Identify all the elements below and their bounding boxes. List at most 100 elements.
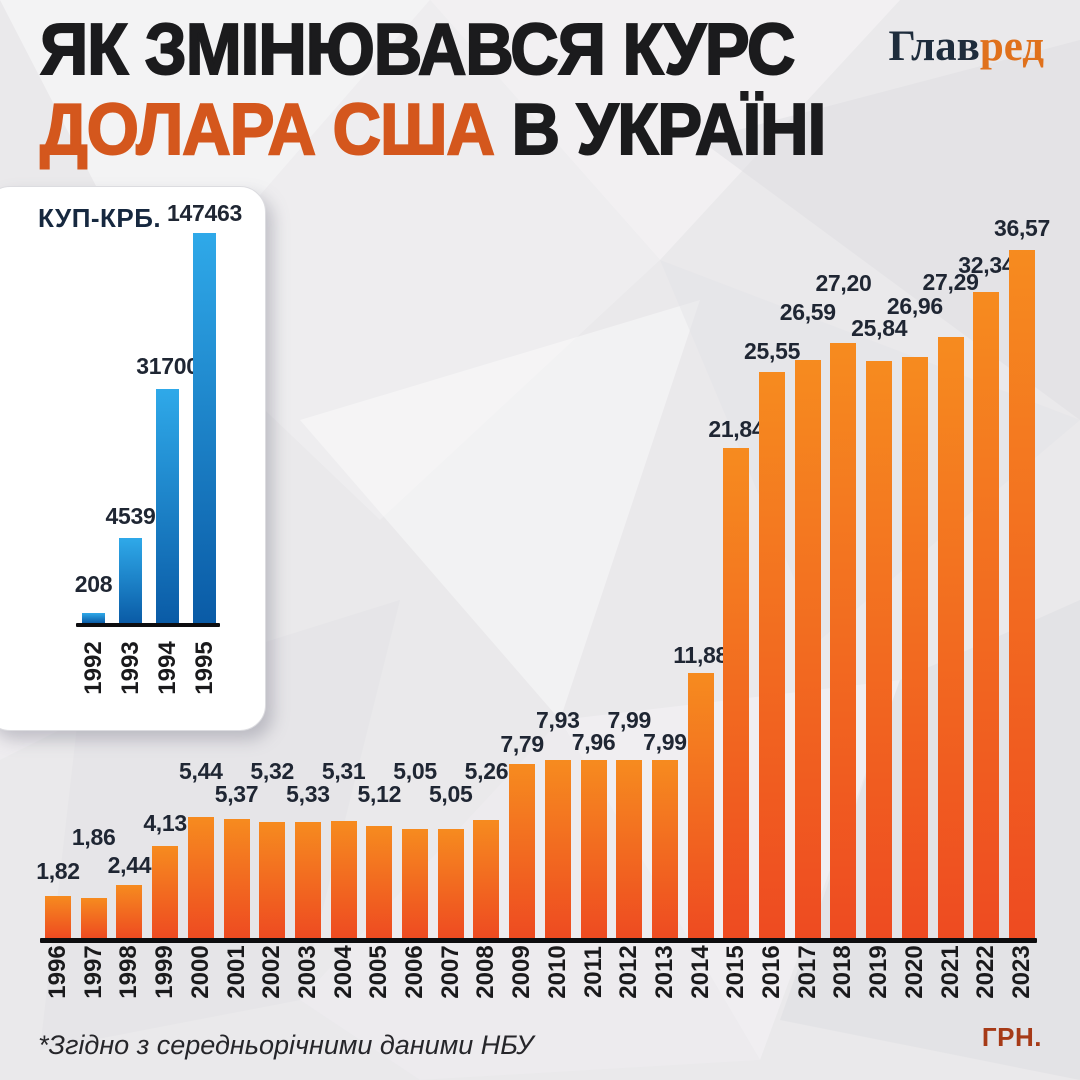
main-x-axis bbox=[40, 938, 1037, 943]
title-line2-rest: В УКРАЇНІ bbox=[493, 89, 827, 171]
main-value-label: 32,34 bbox=[958, 252, 1015, 278]
main-x-tick-label: 2009 bbox=[508, 945, 536, 999]
main-value-label: 5,32 bbox=[250, 758, 295, 784]
main-x-tick-label: 2012 bbox=[615, 945, 643, 999]
main-bar-2011 bbox=[580, 760, 607, 938]
main-value-label: 2,44 bbox=[107, 852, 152, 878]
main-bar-2018 bbox=[830, 343, 857, 938]
main-x-tick-label: 2019 bbox=[865, 945, 893, 999]
main-bar-2002 bbox=[259, 822, 286, 938]
main-value-label: 36,57 bbox=[993, 215, 1051, 241]
title-highlight: ДОЛАРА США bbox=[39, 89, 496, 171]
main-x-tick-label: 2017 bbox=[793, 945, 821, 999]
main-value-label: 5,37 bbox=[214, 781, 259, 807]
main-x-tick-label: 2015 bbox=[722, 945, 750, 999]
main-value-label: 7,99 bbox=[607, 707, 652, 733]
main-x-tick-label: 2003 bbox=[293, 945, 321, 999]
main-bar-2006 bbox=[402, 829, 429, 938]
main-x-tick-label: 2008 bbox=[472, 945, 500, 999]
main-value-label: 4,13 bbox=[143, 810, 187, 836]
main-x-tick-label: 2018 bbox=[829, 945, 857, 999]
logo-part-orange: ред bbox=[979, 23, 1044, 70]
main-x-tick-label: 2005 bbox=[365, 945, 393, 999]
main-x-tick-label: 1997 bbox=[79, 945, 107, 999]
inset-x-axis bbox=[76, 623, 220, 627]
inset-chart-unit-label: КУП-КРБ. bbox=[38, 203, 162, 233]
main-bar-2003 bbox=[294, 822, 321, 938]
main-bar-1997 bbox=[80, 898, 107, 938]
main-bar-2015 bbox=[723, 448, 750, 938]
main-value-label: 25,55 bbox=[744, 338, 801, 364]
main-value-label: 5,33 bbox=[286, 781, 330, 807]
inset-bar-1992 bbox=[82, 613, 105, 623]
inset-x-tick-label: 1995 bbox=[190, 641, 218, 695]
main-value-label: 5,05 bbox=[393, 758, 437, 784]
main-bar-2004 bbox=[330, 821, 357, 938]
main-value-label: 7,93 bbox=[536, 707, 580, 733]
main-bar-2001 bbox=[223, 819, 250, 938]
main-bar-2014 bbox=[687, 673, 714, 938]
title-line1: ЯК ЗМІНЮВАВСЯ КУРС bbox=[39, 9, 796, 91]
main-x-tick-label: 2007 bbox=[436, 945, 464, 999]
inset-bar-1995 bbox=[193, 233, 216, 623]
main-bar-2023 bbox=[1009, 250, 1035, 938]
brand-logo: Главред bbox=[888, 22, 1044, 71]
main-value-label: 7,79 bbox=[500, 731, 544, 757]
main-x-tick-label: 2023 bbox=[1008, 945, 1035, 999]
main-bar-2022 bbox=[973, 292, 1000, 938]
main-bar-2008 bbox=[473, 820, 500, 938]
main-value-label: 1,82 bbox=[36, 858, 80, 884]
main-x-tick-label: 2004 bbox=[329, 945, 357, 999]
main-value-label: 27,20 bbox=[815, 270, 872, 296]
main-x-tick-label: 2013 bbox=[650, 945, 678, 999]
inset-chart-card bbox=[0, 186, 266, 731]
main-value-label: 25,84 bbox=[851, 315, 908, 341]
main-value-label: 5,31 bbox=[321, 758, 366, 784]
main-value-label: 5,44 bbox=[179, 758, 223, 784]
main-x-tick-label: 2000 bbox=[186, 945, 214, 999]
main-value-label: 5,05 bbox=[428, 781, 473, 807]
main-x-tick-label: 1996 bbox=[44, 945, 71, 999]
title-line2: ДОЛАРА США В УКРАЇНІ bbox=[39, 89, 827, 171]
main-x-tick-label: 2011 bbox=[579, 945, 607, 999]
main-x-tick-label: 2001 bbox=[222, 945, 250, 999]
footnote: *Згідно з середньорічними даними НБУ bbox=[38, 1030, 534, 1060]
main-x-tick-label: 2016 bbox=[758, 945, 786, 999]
main-bar-2012 bbox=[616, 760, 643, 938]
main-bar-2017 bbox=[794, 360, 821, 938]
main-value-label: 27,29 bbox=[922, 269, 979, 295]
inset-x-tick-label: 1992 bbox=[79, 641, 107, 695]
main-value-label: 7,96 bbox=[571, 729, 616, 755]
main-bar-2007 bbox=[437, 829, 464, 938]
main-x-tick-label: 1998 bbox=[115, 945, 143, 999]
inset-value-label: 4539 bbox=[105, 503, 156, 529]
main-bar-2021 bbox=[937, 337, 964, 938]
page-title: ЯК ЗМІНЮВАВСЯ КУРС ДОЛАРА США В УКРАЇНІ bbox=[39, 9, 827, 171]
main-value-label: 26,96 bbox=[886, 293, 943, 319]
main-x-tick-label: 2010 bbox=[543, 945, 571, 999]
main-bar-2013 bbox=[651, 760, 678, 938]
main-bar-2005 bbox=[366, 826, 393, 938]
main-x-tick-label: 2002 bbox=[258, 945, 286, 999]
main-value-label: 21,84 bbox=[708, 416, 765, 442]
main-bar-2000 bbox=[187, 817, 214, 938]
main-x-tick-label: 2014 bbox=[686, 945, 714, 999]
inset-value-label: 208 bbox=[74, 571, 113, 597]
inset-bar-1993 bbox=[119, 538, 142, 623]
inset-bar-1994 bbox=[156, 389, 179, 623]
main-bar-1996 bbox=[45, 896, 71, 938]
main-bar-2009 bbox=[509, 764, 536, 938]
main-bar-2019 bbox=[866, 361, 893, 938]
main-value-label: 7,99 bbox=[643, 729, 687, 755]
main-x-tick-label: 2022 bbox=[972, 945, 1000, 999]
main-x-tick-label: 1999 bbox=[151, 945, 179, 999]
main-value-label: 5,26 bbox=[464, 758, 509, 784]
inset-value-label: 31700 bbox=[136, 353, 199, 379]
main-x-tick-label: 2006 bbox=[401, 945, 429, 999]
main-bar-2020 bbox=[901, 357, 928, 938]
main-bar-1999 bbox=[152, 846, 179, 938]
main-value-label: 1,86 bbox=[71, 824, 116, 850]
inset-x-tick-label: 1993 bbox=[116, 641, 144, 695]
main-value-label: 5,12 bbox=[357, 781, 402, 807]
